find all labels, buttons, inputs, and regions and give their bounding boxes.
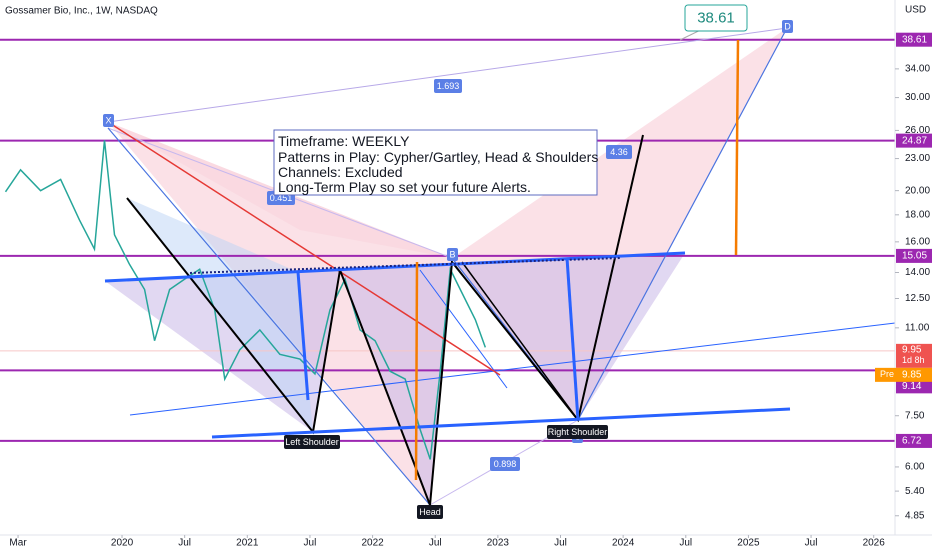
- last-price-tag: [896, 343, 932, 368]
- y-tick-label: 4.85: [905, 510, 925, 521]
- shoulder-leg: [296, 271, 310, 401]
- x-tick-label: Jul: [429, 538, 442, 549]
- x-tick-label: Mar: [9, 538, 27, 549]
- level-tag-label: 15.05: [902, 251, 927, 262]
- shoulder-label: Right Shoulder: [548, 427, 608, 437]
- y-tick-label: 14.00: [905, 267, 930, 278]
- point-label: B: [449, 249, 455, 259]
- level-tag: [896, 379, 932, 394]
- point-box: [782, 20, 793, 33]
- ratio-box: [434, 79, 462, 93]
- level-tag-label: 6.72: [902, 436, 922, 447]
- shoulder-label: Left Shoulder: [285, 437, 339, 447]
- level-tag-label: 9.14: [902, 381, 922, 392]
- chart-title: Gossamer Bio, Inc., 1W, NASDAQ: [5, 6, 158, 17]
- support-line: [211, 407, 791, 439]
- x-tick-label: Jul: [805, 538, 818, 549]
- note-line: Long-Term Play so set your future Alerts…: [278, 179, 531, 195]
- point-label: X: [105, 115, 111, 125]
- level-tag: [896, 248, 932, 263]
- x-tick-label: 2021: [236, 538, 259, 549]
- premarket-name: Pre: [880, 369, 894, 379]
- callout-text: 38.61: [697, 9, 735, 26]
- orange-leg: [414, 261, 419, 481]
- y-tick-label: 5.40: [905, 486, 925, 497]
- point-box: [447, 248, 458, 261]
- countdown-label: 1d 8h: [902, 355, 925, 365]
- ratio-box: [606, 145, 632, 159]
- currency: USD: [905, 5, 926, 16]
- red-line: [107, 121, 501, 376]
- ratio-label: 0.898: [494, 459, 517, 469]
- premarket-tag: [875, 367, 932, 382]
- point-box: [103, 114, 114, 127]
- shoulder-label: Head: [419, 507, 441, 517]
- x-tick-label: Jul: [178, 538, 191, 549]
- price-line: [4, 140, 487, 460]
- y-tick-label: 6.00: [905, 462, 925, 473]
- y-tick-label: 23.00: [905, 153, 930, 164]
- level-tag-label: 38.61: [902, 34, 927, 45]
- x-tick-label: Jul: [679, 538, 692, 549]
- y-tick-label: 34.00: [905, 64, 930, 75]
- pattern-line-2: [461, 261, 579, 421]
- last-price-label: 9.95: [902, 344, 922, 355]
- level-tag: [896, 433, 932, 448]
- x-tick-label: 2020: [111, 538, 134, 549]
- channel-line: [129, 322, 896, 416]
- point-label: D: [784, 21, 791, 31]
- ratio-label: 1.693: [437, 81, 460, 91]
- shoulder-box: [417, 505, 443, 519]
- ratio-label: 4.36: [610, 147, 628, 157]
- shoulder-leg: [565, 257, 580, 421]
- level-tag: [896, 32, 932, 47]
- callout-box: [684, 4, 748, 32]
- level-tag-label: 24.87: [902, 135, 927, 146]
- x-tick-label: Jul: [554, 538, 567, 549]
- x-tick-label: 2024: [612, 538, 635, 549]
- note-line: Patterns in Play: Cypher/Gartley, Head &…: [278, 149, 598, 165]
- y-tick-label: 12.50: [905, 293, 930, 304]
- note-box: [273, 129, 598, 196]
- level-tag: [896, 133, 932, 148]
- shoulder-box: [284, 435, 340, 449]
- neckline: [104, 251, 686, 283]
- y-tick-label: 20.00: [905, 185, 930, 196]
- y-tick-label: 11.00: [905, 322, 930, 333]
- ratio-label: 0.451: [270, 193, 293, 203]
- xd-line: [107, 27, 788, 123]
- labels: X A B C D 1.693 0.451 4.36 0.898 38.61 L…: [103, 4, 793, 519]
- premarket-price: 9.85: [902, 369, 922, 380]
- ratio-box: [490, 457, 520, 471]
- y-tick-label: 30.00: [905, 92, 930, 103]
- orange-leg: [734, 39, 740, 256]
- y-tick-label: 18.00: [905, 209, 930, 220]
- shoulder-box: [547, 425, 608, 439]
- x-tick-label: 2023: [487, 538, 510, 549]
- note-line: Channels: Excluded: [278, 164, 403, 180]
- y-tick-label: 7.50: [905, 410, 925, 421]
- note-line: Timeframe: WEEKLY: [278, 133, 410, 149]
- x-tick-label: Jul: [304, 538, 317, 549]
- plot-area: [0, 28, 895, 505]
- x-tick-label: 2026: [863, 538, 886, 549]
- thin-line: [419, 269, 508, 389]
- y-tick-label: 16.00: [905, 236, 930, 247]
- x-tick-label: 2022: [361, 538, 384, 549]
- y-tick-label: 26.00: [905, 125, 930, 136]
- x-tick-label: 2025: [737, 538, 760, 549]
